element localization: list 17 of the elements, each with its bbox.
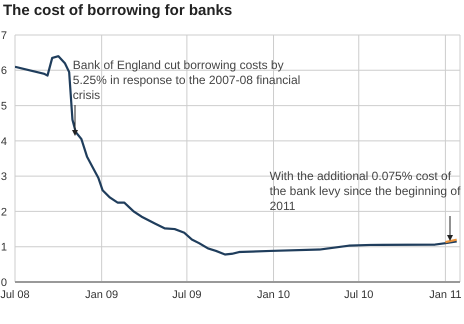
x-tick-label: Jul 08 xyxy=(0,288,30,301)
y-tick-label: 6 xyxy=(0,65,7,78)
x-tick-label: Jul 09 xyxy=(172,288,202,301)
y-tick-label: 7 xyxy=(0,30,7,42)
annotation: Bank of England cut borrowing costs by 5.25% in response to the 2007-08 financial crisis xyxy=(72,58,302,103)
chart-title: The cost of borrowing for banks xyxy=(3,2,232,19)
x-tick-label: Jan 10 xyxy=(257,288,290,301)
x-tick-label: Jul 10 xyxy=(344,288,374,301)
y-tick-label: 2 xyxy=(0,206,7,218)
y-tick-label: 1 xyxy=(0,242,7,254)
x-tick-label: Jan 11 xyxy=(429,288,462,301)
y-tick-label: 4 xyxy=(0,136,7,148)
x-tick-label: Jan 09 xyxy=(85,288,118,301)
y-tick-label: 5 xyxy=(0,100,7,112)
y-tick-label: 0 xyxy=(0,276,7,289)
annotation: With the additional 0.075% cost of the bank levy since the beginning of 2011 xyxy=(270,168,462,214)
y-tick-label: 3 xyxy=(0,171,7,184)
